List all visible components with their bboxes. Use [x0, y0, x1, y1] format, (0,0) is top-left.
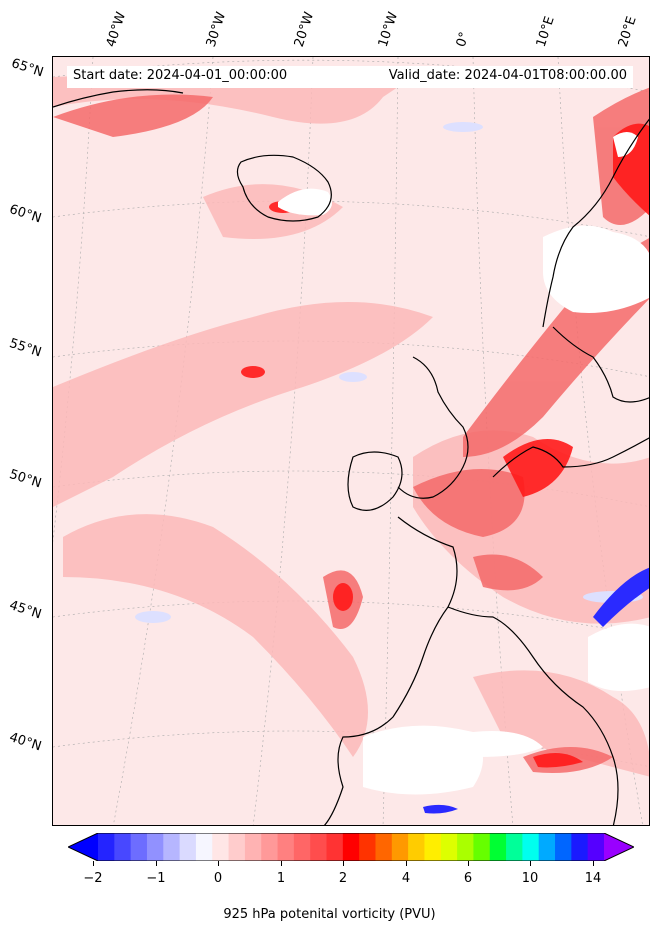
colorbar-tick-label: 10: [521, 871, 539, 886]
colorbar-tick-label: 0: [213, 871, 223, 886]
colorbar-tickmark: [593, 861, 594, 866]
colorbar-bin: [212, 833, 230, 861]
colorbar-bin: [228, 833, 246, 861]
colorbar-tick-label: 6: [463, 871, 473, 886]
colorbar-tick-label: −2: [83, 871, 103, 886]
colorbar-bin: [506, 833, 523, 861]
colorbar-bin: [244, 833, 262, 861]
colorbar: [68, 833, 634, 861]
colorbar-tickmark: [218, 861, 219, 866]
colorbar-bin: [277, 833, 295, 861]
coastlines: [53, 89, 649, 825]
date-header: Start date: 2024-04-01_00:00:00 Valid_da…: [67, 66, 633, 88]
colorbar-extend-low: [68, 833, 98, 861]
colorbar-bin: [555, 833, 572, 861]
colorbar-tickmark: [93, 861, 94, 866]
colorbar-bin: [457, 833, 474, 861]
latitude-label: 60°N: [7, 202, 44, 227]
colorbar-tick-label: 1: [276, 871, 286, 886]
colorbar-bin: [114, 833, 132, 861]
colorbar-bin: [261, 833, 279, 861]
longitude-label: 10°E: [533, 14, 558, 50]
colorbar-bin: [130, 833, 148, 861]
colorbar-tick-label: 4: [401, 871, 411, 886]
colorbar-bin: [408, 833, 425, 861]
colorbar-bin: [98, 833, 115, 861]
colorbar-bin: [179, 833, 197, 861]
colorbar-tickmark: [530, 861, 531, 866]
colorbar-label: 925 hPa potenital vorticity (PVU): [223, 907, 436, 922]
latitude-label: 55°N: [7, 336, 44, 361]
longitude-label: 40°W: [103, 10, 130, 49]
colorbar-bin: [375, 833, 393, 861]
longitude-label: 30°W: [203, 10, 230, 49]
colorbar-bin: [146, 833, 164, 861]
longitude-label: 10°W: [375, 10, 402, 49]
colorbar-bin: [195, 833, 213, 861]
valid-date-label: Valid_date: 2024-04-01T08:00:00.00: [388, 68, 627, 83]
colorbar-bin: [522, 833, 540, 861]
colorbar-bin: [391, 833, 409, 861]
longitude-label: 20°W: [291, 10, 318, 49]
pv-field-map: [53, 57, 649, 825]
colorbar-bin: [293, 833, 311, 861]
colorbar-bin: [440, 833, 458, 861]
colorbar-tickmark: [406, 861, 407, 866]
latitude-label: 45°N: [7, 598, 44, 623]
longitude-label: 20°E: [615, 14, 640, 50]
colorbar-tick-label: −1: [146, 871, 166, 886]
colorbar-bin: [359, 833, 376, 861]
colorbar-tickmark: [468, 861, 469, 866]
colorbar-bin: [163, 833, 181, 861]
colorbar-bin: [473, 833, 491, 861]
colorbar-bin: [424, 833, 442, 861]
no-data-regions: [278, 132, 649, 795]
colorbar-tickmark: [281, 861, 282, 866]
colorbar-bin: [326, 833, 344, 861]
colorbar-tickmark: [156, 861, 157, 866]
light-pv-regions: [53, 67, 649, 777]
start-date-label: Start date: 2024-04-01_00:00:00: [73, 68, 288, 83]
latitude-label: 40°N: [7, 730, 44, 755]
colorbar-bin: [342, 833, 360, 861]
latitude-label: 65°N: [9, 56, 46, 81]
colorbar-bin: [587, 833, 605, 861]
colorbar-bin: [571, 833, 589, 861]
latitude-label: 50°N: [7, 467, 44, 492]
colorbar-bin: [310, 833, 328, 861]
colorbar-tickmark: [343, 861, 344, 866]
colorbar-tick-label: 2: [338, 871, 348, 886]
colorbar-bin: [489, 833, 507, 861]
colorbar-extend-high: [604, 833, 634, 861]
longitude-label: 0°: [453, 30, 473, 49]
strong-negative-pv-regions: [423, 567, 649, 814]
colorbar-bin: [538, 833, 556, 861]
map-panel: Start date: 2024-04-01_00:00:00 Valid_da…: [52, 56, 650, 826]
colorbar-tick-label: 14: [584, 871, 602, 886]
